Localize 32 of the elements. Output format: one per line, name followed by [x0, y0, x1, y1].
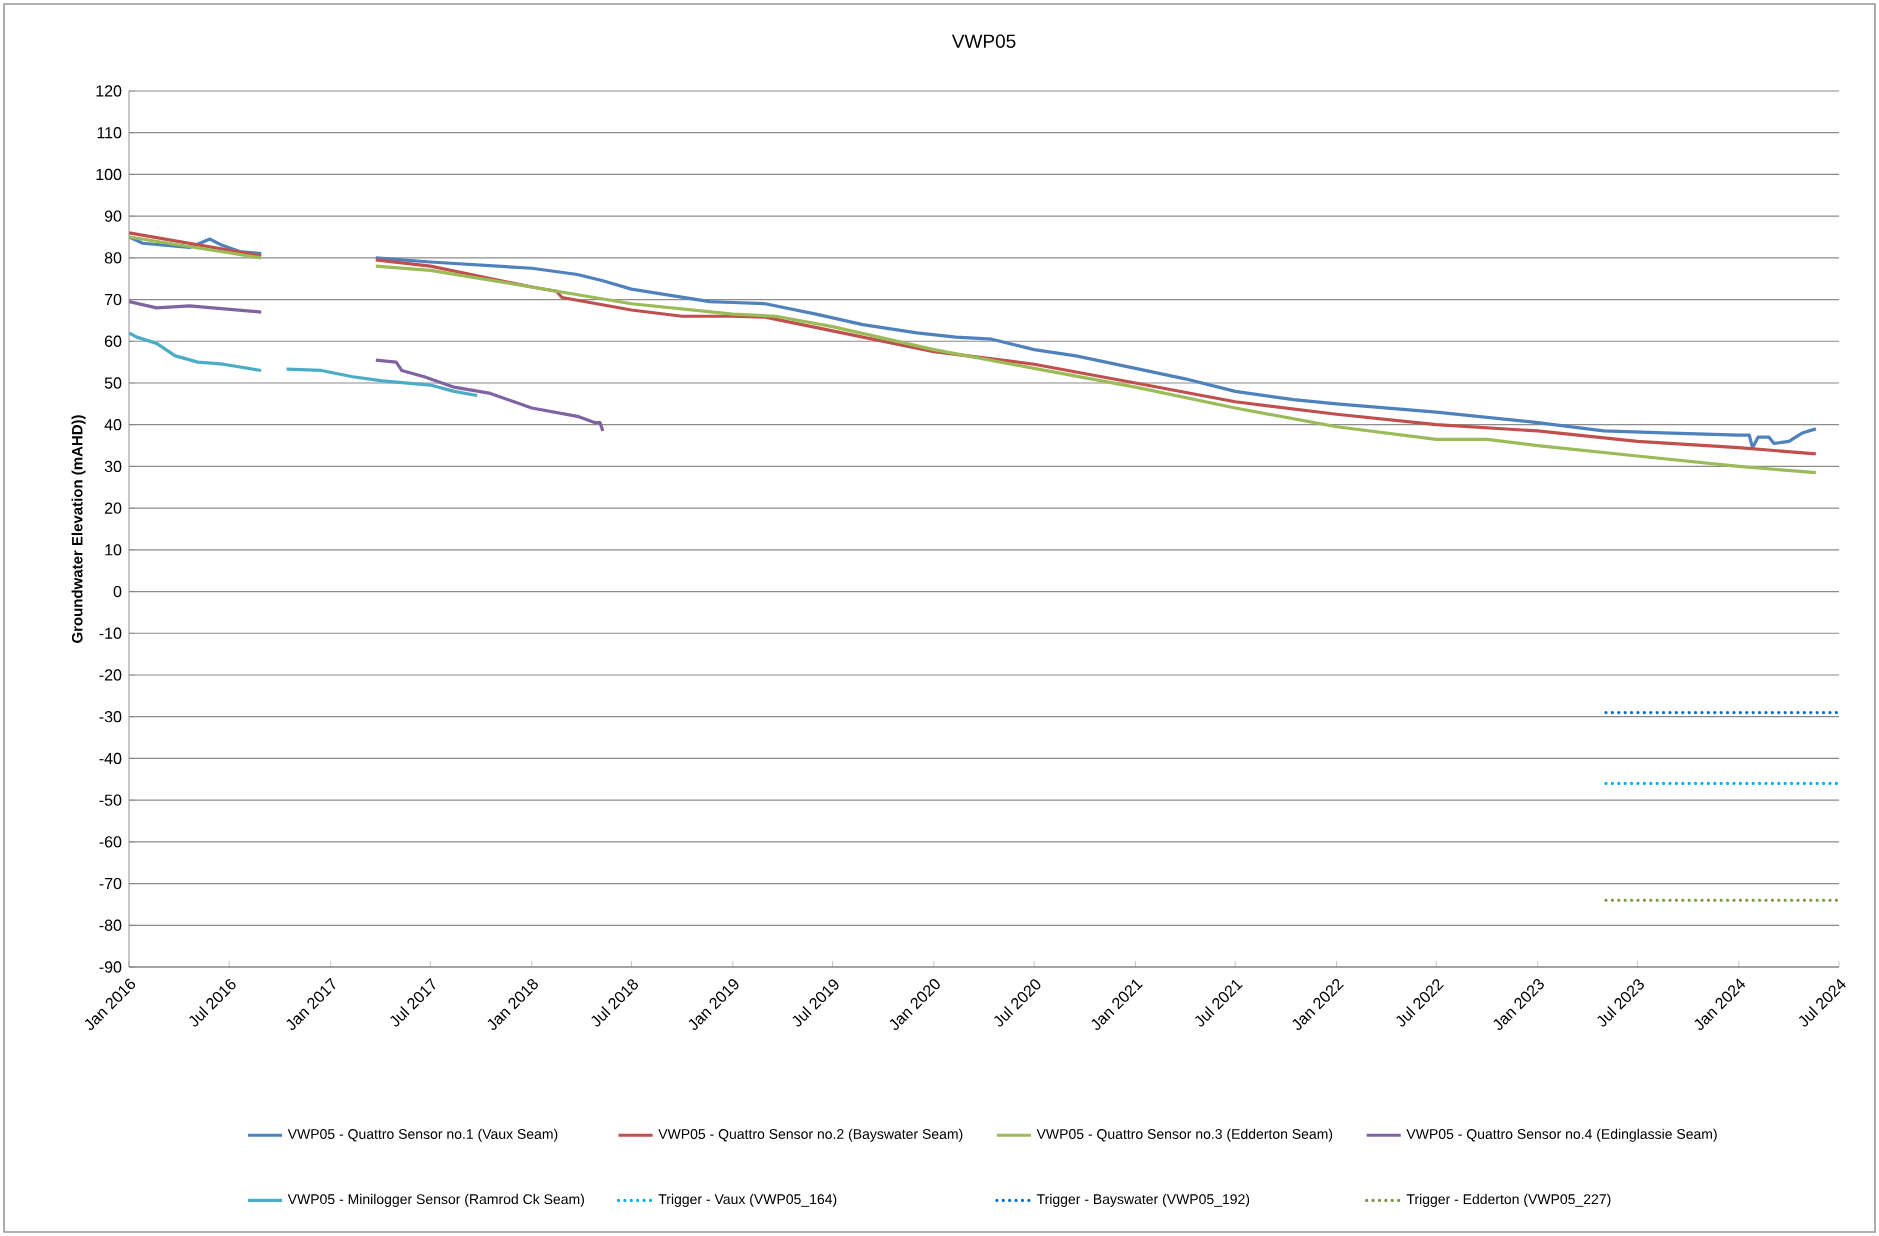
y-tick-label: -20	[99, 669, 122, 681]
y-tick-label: -50	[99, 794, 122, 806]
legend-label: Trigger - Vaux (VWP05_164)	[658, 1193, 837, 1207]
y-tick-label: -60	[99, 836, 122, 848]
y-tick-label: -90	[99, 961, 122, 973]
legend-label: VWP05 - Minilogger Sensor (Ramrod Ck Seam)	[287, 1193, 584, 1207]
y-tick-label: -80	[99, 919, 122, 931]
y-tick-label: 50	[104, 377, 122, 389]
y-tick-label: 90	[104, 210, 122, 222]
y-tick-label: 70	[104, 293, 122, 306]
y-axis-title: Groundwater Elevation (mAHD))	[71, 415, 86, 643]
y-tick-label: 30	[104, 460, 122, 473]
legend-label: VWP05 - Quattro Sensor no.1 (Vaux Seam)	[287, 1128, 558, 1142]
y-tick-label: 60	[104, 335, 122, 347]
legend-label: VWP05 - Quattro Sensor no.3 (Edderton Seam)	[1036, 1128, 1333, 1142]
legend-label: VWP05 - Quattro Sensor no.2 (Bayswater Seam)	[658, 1128, 963, 1142]
y-tick-label: 10	[105, 544, 122, 556]
legend-label: VWP05 - Quattro Sensor no.4 (Edinglassie Seam)	[1406, 1128, 1717, 1142]
y-tick-label: 40	[104, 419, 122, 431]
y-tick-label: -30	[99, 711, 122, 723]
y-tick-label: -70	[99, 877, 122, 890]
y-tick-label: -10	[99, 627, 122, 639]
y-tick-label: 100	[96, 168, 122, 181]
y-tick-label: 110	[97, 127, 122, 139]
y-tick-label: 120	[96, 85, 122, 97]
y-tick-label: 20	[104, 502, 122, 514]
y-tick-label: 0	[113, 585, 122, 598]
legend-label: Trigger - Bayswater (VWP05_192)	[1036, 1193, 1250, 1207]
y-tick-label: -40	[99, 752, 122, 765]
legend-label: Trigger - Edderton (VWP05_227)	[1406, 1193, 1611, 1207]
chart-title: VWP05	[951, 34, 1016, 48]
y-tick-label: 80	[104, 252, 122, 264]
